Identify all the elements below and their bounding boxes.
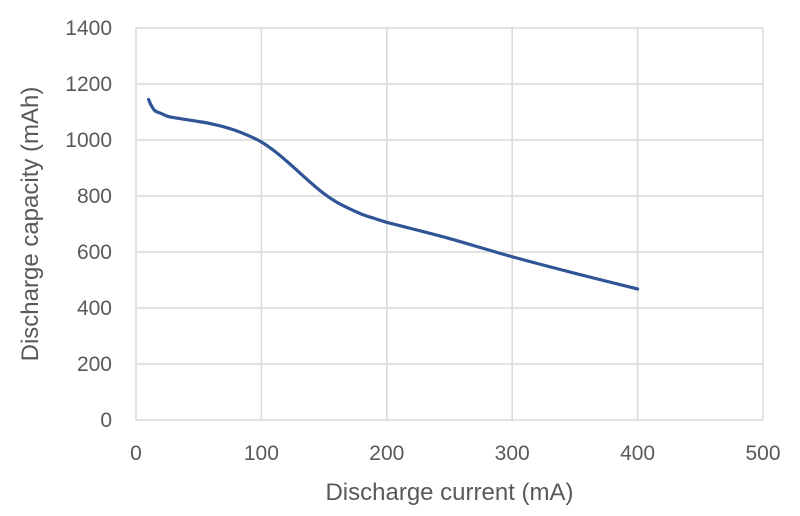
x-tick-label: 400 [620,442,655,465]
y-tick-label: 400 [77,297,112,320]
axes [135,28,763,421]
y-axis-title: Discharge capacity (mAh) [17,87,44,362]
y-tick-label: 800 [77,185,112,208]
y-tick-label: 200 [77,353,112,376]
x-axis-title: Discharge current (mA) [325,479,573,506]
y-tick-label: 600 [77,241,112,264]
y-tick-label: 1000 [65,129,112,152]
x-tick-label: 100 [244,442,279,465]
x-tick-label: 0 [130,442,142,465]
y-tick-label: 1400 [65,17,112,40]
y-tick-labels: 0 200 400 600 800 1000 1200 1400 [65,17,112,432]
series-line-0 [146,97,640,291]
x-tick-label: 200 [369,442,404,465]
series-layer [146,97,640,291]
y-tick-label: 1200 [65,73,112,96]
x-tick-label: 300 [495,442,530,465]
y-tick-label: 0 [100,409,112,432]
x-tick-label: 500 [745,442,780,465]
gridlines [136,27,764,420]
x-tick-labels: 0 100 200 300 400 500 [130,442,780,465]
